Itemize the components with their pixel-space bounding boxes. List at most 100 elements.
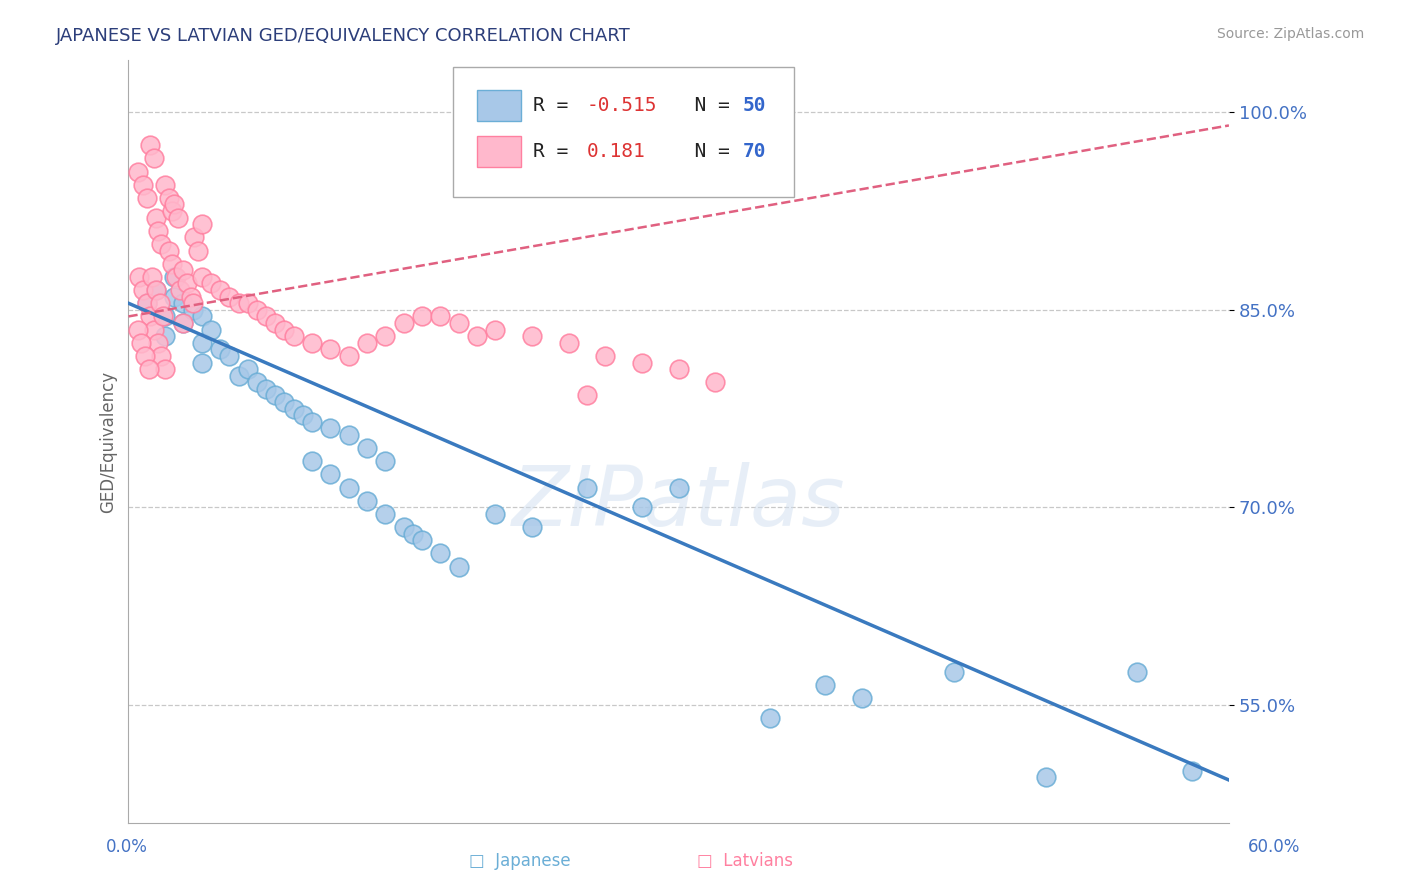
Point xyxy=(181,302,204,317)
FancyBboxPatch shape xyxy=(477,136,522,167)
Point xyxy=(157,191,180,205)
Text: N =: N = xyxy=(671,96,741,115)
Point xyxy=(139,138,162,153)
Point xyxy=(228,368,250,383)
Point xyxy=(153,362,176,376)
Point xyxy=(143,322,166,336)
Point xyxy=(668,362,690,376)
Point xyxy=(135,296,157,310)
Point xyxy=(411,310,433,324)
Point xyxy=(484,507,506,521)
Point xyxy=(157,244,180,258)
Point xyxy=(131,335,153,350)
Y-axis label: GED/Equivalency: GED/Equivalency xyxy=(100,370,117,513)
Point xyxy=(191,335,214,350)
Point xyxy=(128,269,150,284)
Point xyxy=(153,310,176,324)
Point xyxy=(411,533,433,548)
Point xyxy=(704,376,727,390)
Point xyxy=(374,507,396,521)
Point xyxy=(942,665,965,679)
FancyBboxPatch shape xyxy=(477,90,522,120)
Point xyxy=(165,269,187,284)
Point xyxy=(392,520,415,534)
Point xyxy=(273,395,295,409)
Point xyxy=(167,211,190,225)
Point xyxy=(631,500,654,515)
Point xyxy=(139,310,162,324)
Point xyxy=(283,329,305,343)
Point xyxy=(169,283,191,297)
Point xyxy=(631,355,654,369)
Point xyxy=(146,335,169,350)
Point xyxy=(319,343,342,357)
Point xyxy=(254,382,277,396)
Point xyxy=(264,316,287,330)
Point xyxy=(291,408,314,422)
Point xyxy=(183,230,205,244)
Point xyxy=(1126,665,1149,679)
Point xyxy=(200,322,222,336)
Point xyxy=(254,310,277,324)
Point xyxy=(145,283,167,297)
FancyBboxPatch shape xyxy=(453,67,794,197)
Point xyxy=(301,454,323,468)
Point xyxy=(141,269,163,284)
Point xyxy=(163,290,186,304)
Point xyxy=(173,263,195,277)
Point xyxy=(209,343,232,357)
Point xyxy=(447,316,470,330)
Point xyxy=(187,244,209,258)
Text: 60.0%: 60.0% xyxy=(1249,838,1301,856)
Point xyxy=(520,520,543,534)
Point xyxy=(163,269,186,284)
Point xyxy=(356,493,378,508)
Point xyxy=(814,678,837,692)
Point xyxy=(246,376,269,390)
Point xyxy=(283,401,305,416)
Point xyxy=(319,467,342,482)
Point xyxy=(191,355,214,369)
Text: -0.515: -0.515 xyxy=(586,96,657,115)
Point xyxy=(319,421,342,435)
Point xyxy=(447,559,470,574)
Point xyxy=(135,296,157,310)
Point xyxy=(132,178,155,192)
Point xyxy=(181,296,204,310)
Point xyxy=(173,316,195,330)
Point xyxy=(143,152,166,166)
Point xyxy=(374,454,396,468)
Point xyxy=(162,204,184,219)
Point xyxy=(218,290,240,304)
Point xyxy=(228,296,250,310)
Text: 50: 50 xyxy=(742,96,766,115)
Point xyxy=(402,526,425,541)
Point xyxy=(337,481,360,495)
Text: R =: R = xyxy=(533,96,581,115)
Point xyxy=(191,269,214,284)
Point xyxy=(150,237,173,252)
Point xyxy=(173,296,195,310)
Point xyxy=(575,481,598,495)
Point xyxy=(484,322,506,336)
Point xyxy=(218,349,240,363)
Text: 0.181: 0.181 xyxy=(586,142,645,161)
Point xyxy=(132,283,155,297)
Point xyxy=(145,211,167,225)
Point xyxy=(465,329,488,343)
Point xyxy=(595,349,617,363)
Point xyxy=(127,164,149,178)
Point xyxy=(176,277,198,291)
Point xyxy=(429,310,451,324)
Point xyxy=(150,349,173,363)
Text: N =: N = xyxy=(671,142,741,161)
Point xyxy=(236,362,259,376)
Point xyxy=(127,322,149,336)
Point xyxy=(180,290,202,304)
Point xyxy=(200,277,222,291)
Point xyxy=(246,302,269,317)
Point xyxy=(162,257,184,271)
Text: □  Latvians: □ Latvians xyxy=(697,852,793,870)
Point xyxy=(429,547,451,561)
Point xyxy=(173,316,195,330)
